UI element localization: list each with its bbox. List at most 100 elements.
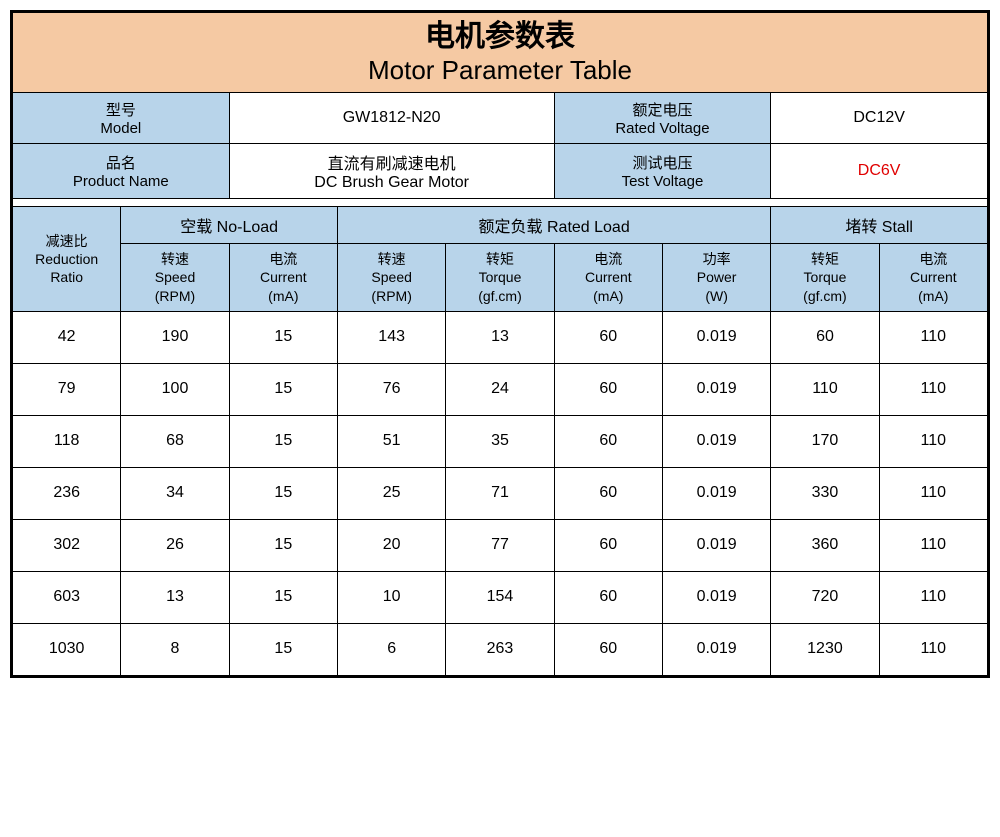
cell-st_torque: 110 (771, 363, 879, 415)
cell-rl_torque: 24 (446, 363, 554, 415)
rated-voltage-value: DC12V (771, 93, 988, 144)
title-row: 电机参数表 Motor Parameter Table (13, 13, 988, 93)
cell-nl_cur: 15 (229, 623, 337, 675)
product-name-label: 品名 Product Name (13, 144, 230, 199)
cell-rl_pow: 0.019 (662, 311, 770, 363)
info-row-1: 型号 Model GW1812-N20 额定电压 Rated Voltage D… (13, 93, 988, 144)
test-voltage-label: 测试电压 Test Voltage (554, 144, 771, 199)
table-row: 10308156263600.0191230110 (13, 623, 988, 675)
cell-st_torque: 360 (771, 519, 879, 571)
col-nl-current: 电流Current(mA) (229, 244, 337, 312)
cell-rl_cur: 60 (554, 519, 662, 571)
cell-rl_speed: 76 (337, 363, 445, 415)
table-row: 23634152571600.019330110 (13, 467, 988, 519)
cell-st_cur: 110 (879, 571, 987, 623)
cell-nl_speed: 190 (121, 311, 229, 363)
cell-rl_torque: 77 (446, 519, 554, 571)
cell-rl_cur: 60 (554, 311, 662, 363)
cell-nl_cur: 15 (229, 467, 337, 519)
cell-rl_torque: 35 (446, 415, 554, 467)
stall-group: 堵转 Stall (771, 207, 988, 244)
cell-rl_torque: 13 (446, 311, 554, 363)
rated-load-group: 额定负载 Rated Load (337, 207, 770, 244)
separator-row (13, 199, 988, 207)
table-row: 79100157624600.019110110 (13, 363, 988, 415)
col-rl-current: 电流Current(mA) (554, 244, 662, 312)
motor-parameter-table: 电机参数表 Motor Parameter Table 型号 Model GW1… (10, 10, 990, 678)
cell-rl_pow: 0.019 (662, 571, 770, 623)
cell-ratio: 603 (13, 571, 121, 623)
cell-rl_pow: 0.019 (662, 519, 770, 571)
cell-rl_speed: 6 (337, 623, 445, 675)
title-en: Motor Parameter Table (15, 55, 985, 86)
cell-nl_speed: 100 (121, 363, 229, 415)
column-subheader-row: 转速Speed(RPM) 电流Current(mA) 转速Speed(RPM) … (13, 244, 988, 312)
cell-rl_torque: 154 (446, 571, 554, 623)
cell-st_cur: 110 (879, 467, 987, 519)
cell-rl_cur: 60 (554, 415, 662, 467)
cell-st_cur: 110 (879, 519, 987, 571)
col-nl-speed: 转速Speed(RPM) (121, 244, 229, 312)
product-name-value: 直流有刷减速电机 DC Brush Gear Motor (229, 144, 554, 199)
cell-st_torque: 170 (771, 415, 879, 467)
column-group-row: 减速比 Reduction Ratio 空载 No-Load 额定负载 Rate… (13, 207, 988, 244)
cell-ratio: 42 (13, 311, 121, 363)
cell-rl_cur: 60 (554, 623, 662, 675)
cell-st_cur: 110 (879, 415, 987, 467)
cell-rl_speed: 25 (337, 467, 445, 519)
cell-rl_torque: 71 (446, 467, 554, 519)
cell-st_torque: 330 (771, 467, 879, 519)
cell-ratio: 1030 (13, 623, 121, 675)
col-st-torque: 转矩Torque(gf.cm) (771, 244, 879, 312)
cell-nl_cur: 15 (229, 519, 337, 571)
cell-rl_pow: 0.019 (662, 467, 770, 519)
cell-nl_speed: 8 (121, 623, 229, 675)
no-load-group: 空载 No-Load (121, 207, 338, 244)
cell-ratio: 302 (13, 519, 121, 571)
table-row: 421901514313600.01960110 (13, 311, 988, 363)
cell-nl_cur: 15 (229, 571, 337, 623)
cell-st_torque: 1230 (771, 623, 879, 675)
cell-rl_speed: 10 (337, 571, 445, 623)
cell-ratio: 236 (13, 467, 121, 519)
cell-nl_speed: 34 (121, 467, 229, 519)
table-row: 30226152077600.019360110 (13, 519, 988, 571)
rated-voltage-label: 额定电压 Rated Voltage (554, 93, 771, 144)
cell-st_torque: 60 (771, 311, 879, 363)
cell-nl_speed: 68 (121, 415, 229, 467)
cell-st_cur: 110 (879, 311, 987, 363)
info-row-2: 品名 Product Name 直流有刷减速电机 DC Brush Gear M… (13, 144, 988, 199)
cell-st_cur: 110 (879, 363, 987, 415)
reduction-ratio-header: 减速比 Reduction Ratio (13, 207, 121, 312)
cell-rl_cur: 60 (554, 571, 662, 623)
col-rl-power: 功率Power(W) (662, 244, 770, 312)
col-rl-speed: 转速Speed(RPM) (337, 244, 445, 312)
cell-rl_speed: 51 (337, 415, 445, 467)
cell-nl_cur: 15 (229, 311, 337, 363)
col-rl-torque: 转矩Torque(gf.cm) (446, 244, 554, 312)
cell-ratio: 118 (13, 415, 121, 467)
cell-st_cur: 110 (879, 623, 987, 675)
cell-nl_cur: 15 (229, 363, 337, 415)
table-row: 11868155135600.019170110 (13, 415, 988, 467)
col-st-current: 电流Current(mA) (879, 244, 987, 312)
cell-rl_torque: 263 (446, 623, 554, 675)
cell-nl_speed: 26 (121, 519, 229, 571)
cell-ratio: 79 (13, 363, 121, 415)
cell-rl_speed: 143 (337, 311, 445, 363)
cell-rl_pow: 0.019 (662, 623, 770, 675)
data-body: 421901514313600.0196011079100157624600.0… (13, 311, 988, 675)
cell-rl_pow: 0.019 (662, 363, 770, 415)
title-cn: 电机参数表 (15, 19, 985, 55)
model-label: 型号 Model (13, 93, 230, 144)
cell-rl_speed: 20 (337, 519, 445, 571)
table-row: 603131510154600.019720110 (13, 571, 988, 623)
cell-st_torque: 720 (771, 571, 879, 623)
model-value: GW1812-N20 (229, 93, 554, 144)
cell-rl_cur: 60 (554, 467, 662, 519)
cell-rl_cur: 60 (554, 363, 662, 415)
cell-nl_cur: 15 (229, 415, 337, 467)
test-voltage-value: DC6V (771, 144, 988, 199)
cell-rl_pow: 0.019 (662, 415, 770, 467)
cell-nl_speed: 13 (121, 571, 229, 623)
